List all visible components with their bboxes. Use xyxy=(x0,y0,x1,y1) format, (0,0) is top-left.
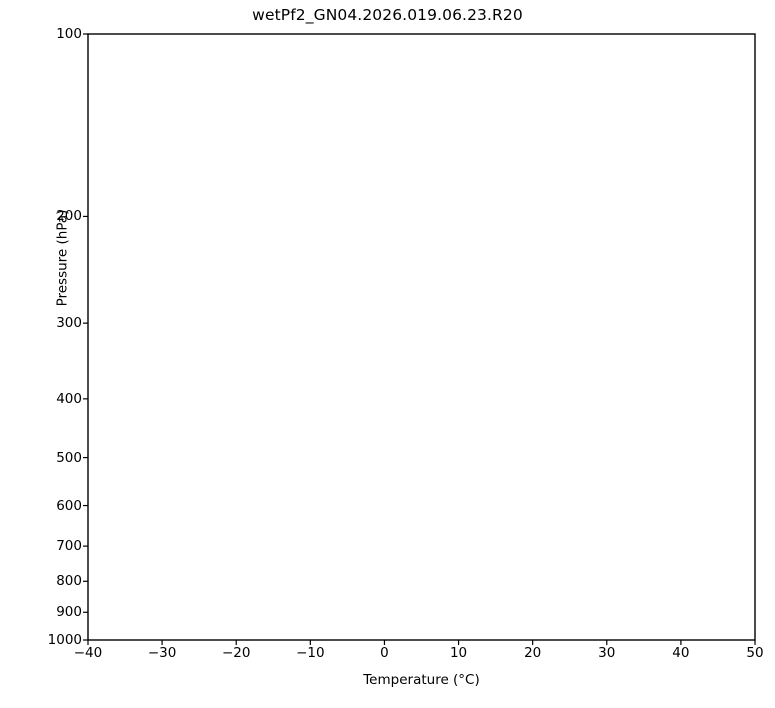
y-tick-label: 400 xyxy=(56,390,82,407)
y-tick-label: 200 xyxy=(56,208,82,225)
skewt-canvas: -100-90-80-70-60-50-40-30-20-1001020300.… xyxy=(83,33,756,645)
y-tick-label: 300 xyxy=(56,315,82,332)
x-tick-label: 50 xyxy=(746,645,764,661)
y-tick-label: 900 xyxy=(56,604,82,621)
plot-area: -100-90-80-70-60-50-40-30-20-1001020300.… xyxy=(83,33,756,645)
x-tick-label: 10 xyxy=(449,645,468,661)
x-tick-label: −40 xyxy=(73,645,103,661)
x-tick-label: −20 xyxy=(221,645,251,661)
y-tick-label: 600 xyxy=(56,497,82,514)
y-tick-label: 1000 xyxy=(47,632,82,648)
page-title: wetPf2_GN04.2026.019.06.23.R20 xyxy=(252,6,523,24)
y-tick-label: 100 xyxy=(56,26,82,42)
x-tick-label: 0 xyxy=(380,645,389,661)
x-tick-label: −30 xyxy=(147,645,177,661)
x-tick-label: 20 xyxy=(524,645,542,661)
y-tick-label: 800 xyxy=(56,573,82,590)
y-tick-label: 500 xyxy=(56,449,82,466)
x-tick-label: 30 xyxy=(598,645,616,661)
y-axis-tick-labels: 100 200 300 400 500 600 700 800 900 1000 xyxy=(0,0,82,708)
x-tick-label: −10 xyxy=(296,645,325,661)
y-tick-label: 700 xyxy=(56,538,82,555)
y-axis-title-text: Pressure (hPa) xyxy=(54,209,71,307)
x-tick-label: 40 xyxy=(672,645,690,661)
x-axis-title: Temperature (°C) xyxy=(363,672,480,688)
